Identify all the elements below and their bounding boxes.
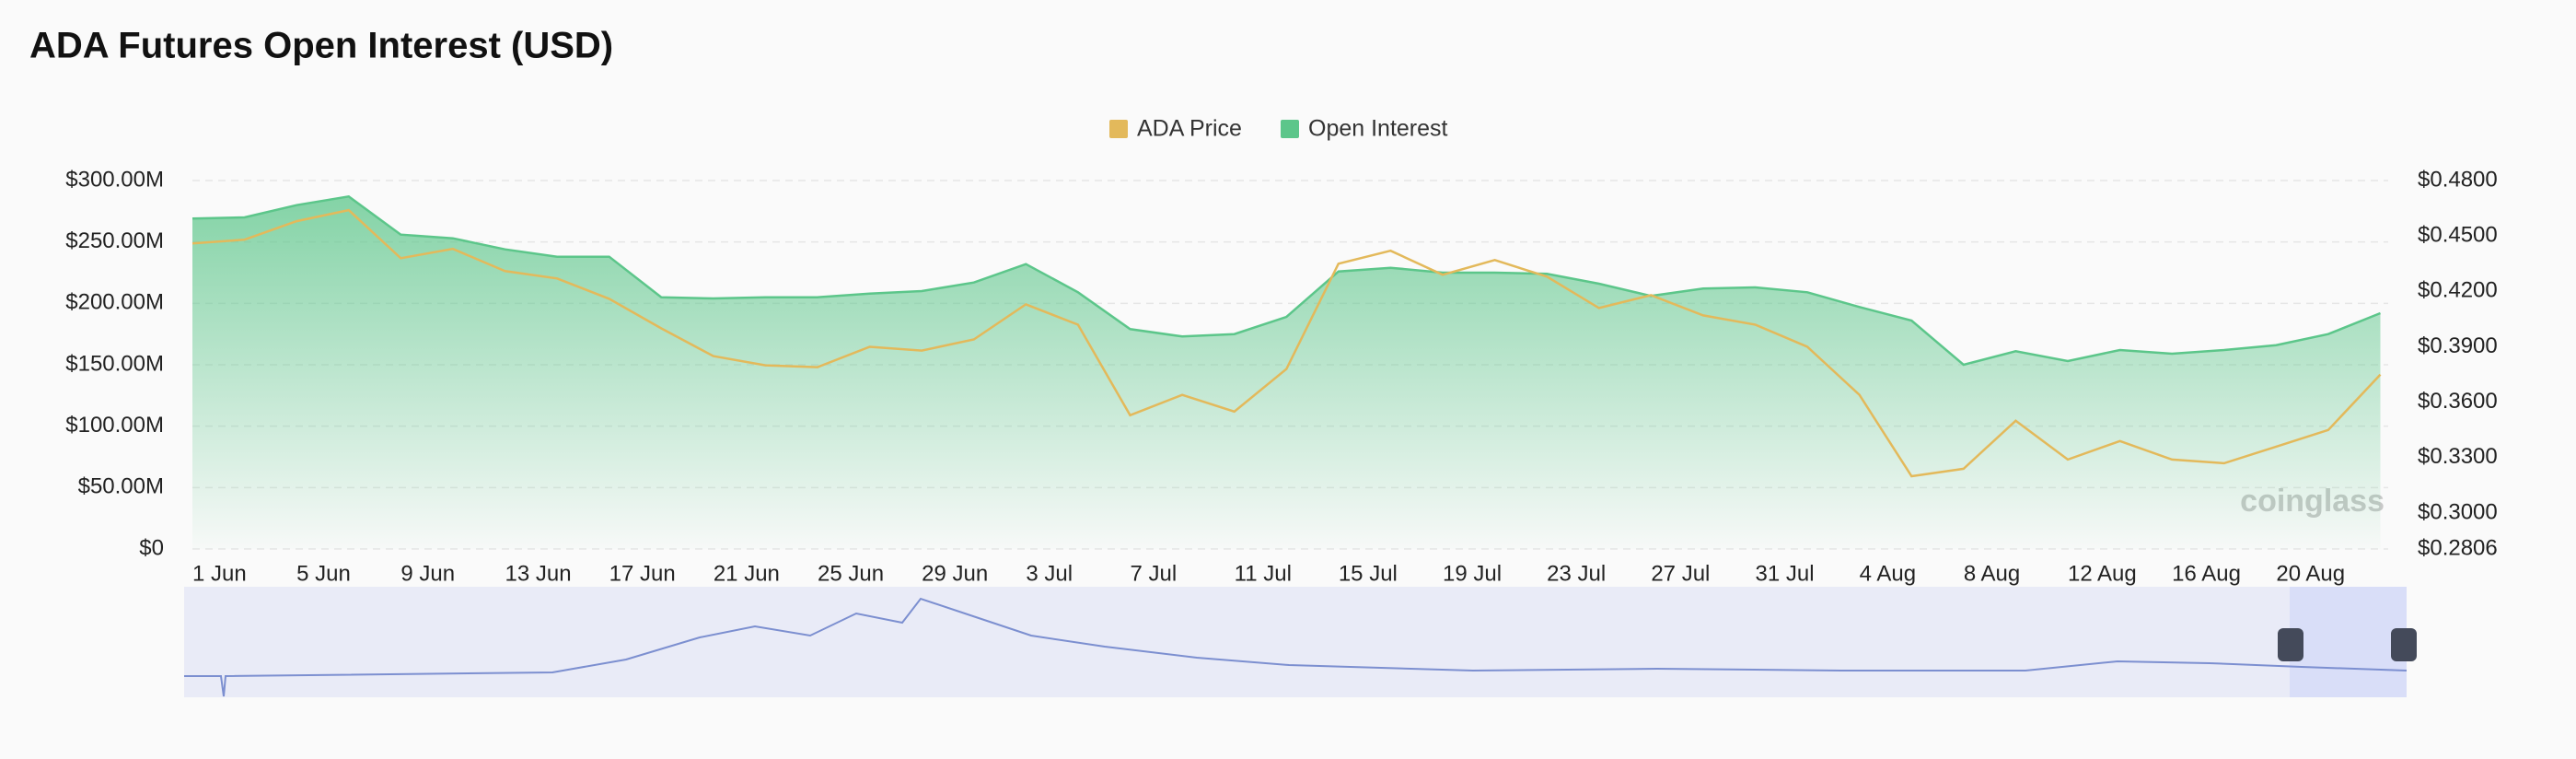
y-tick-label: $250.00M [65,228,164,253]
x-tick-label: 1 Jun [192,561,247,586]
oi-line [191,194,2381,367]
x-tick-label: 15 Jul [1339,561,1398,586]
x-tick-label: 8 Aug [1964,561,2020,586]
legend-swatch [1281,120,1299,138]
navigator-bg [184,587,2407,697]
y-tick-label: $100.00M [65,413,164,438]
legend-label: Open Interest [1308,116,1448,142]
y-tick-label: $50.00M [78,474,164,499]
legend-label: ADA Price [1137,116,1242,142]
x-tick-label: 31 Jul [1756,561,1815,586]
x-tick-label: 11 Jul [1235,561,1292,586]
y2-tick-label: $0.2806 [2418,535,2498,560]
y-tick-label: $300.00M [65,167,164,192]
oi-area [192,196,2381,550]
y-tick-label: $0 [139,535,164,560]
x-tick-label: 3 Jul [1026,561,1073,586]
y2-tick-label: $0.3000 [2418,499,2498,524]
y2-tick-label: $0.4200 [2418,278,2498,303]
y2-tick-label: $0.4500 [2418,223,2498,248]
chart-title: ADA Futures Open Interest (USD) [29,26,613,66]
navigator [184,587,2417,697]
x-tick-label: 13 Jun [505,561,572,586]
legend: ADA Price Open Interest [1109,116,1448,142]
x-tick-label: 16 Aug [2172,561,2241,586]
x-tick-label: 27 Jul [1651,561,1710,586]
x-tick-label: 17 Jun [609,561,676,586]
navigator-window [2290,587,2407,697]
y2-tick-label: $0.3900 [2418,333,2498,358]
x-tick-label: 5 Jun [296,561,351,586]
x-tick-label: 4 Aug [1860,561,1916,586]
x-tick-label: 29 Jun [922,561,988,586]
x-tick-label: 19 Jul [1443,561,1502,586]
y2-tick-label: $0.3600 [2418,389,2498,414]
x-tick-label: 23 Jul [1547,561,1606,586]
x-tick-label: 12 Aug [2068,561,2137,586]
navigator-handle[interactable] [2278,628,2303,661]
x-tick-label: 20 Aug [2276,561,2345,586]
price-line [191,208,2382,478]
y-tick-label: $200.00M [65,290,164,315]
y-tick-label: $150.00M [65,351,164,376]
y2-tick-label: $0.3300 [2418,444,2498,469]
navigator-line [184,597,2408,697]
navigator-handle[interactable] [2391,628,2417,661]
x-tick-label: 25 Jun [818,561,884,586]
legend-swatch [1109,120,1128,138]
x-tick-label: 9 Jun [400,561,455,586]
x-tick-label: 21 Jun [714,561,780,586]
y2-tick-label: $0.4800 [2418,167,2498,192]
x-tick-label: 7 Jul [1131,561,1178,586]
